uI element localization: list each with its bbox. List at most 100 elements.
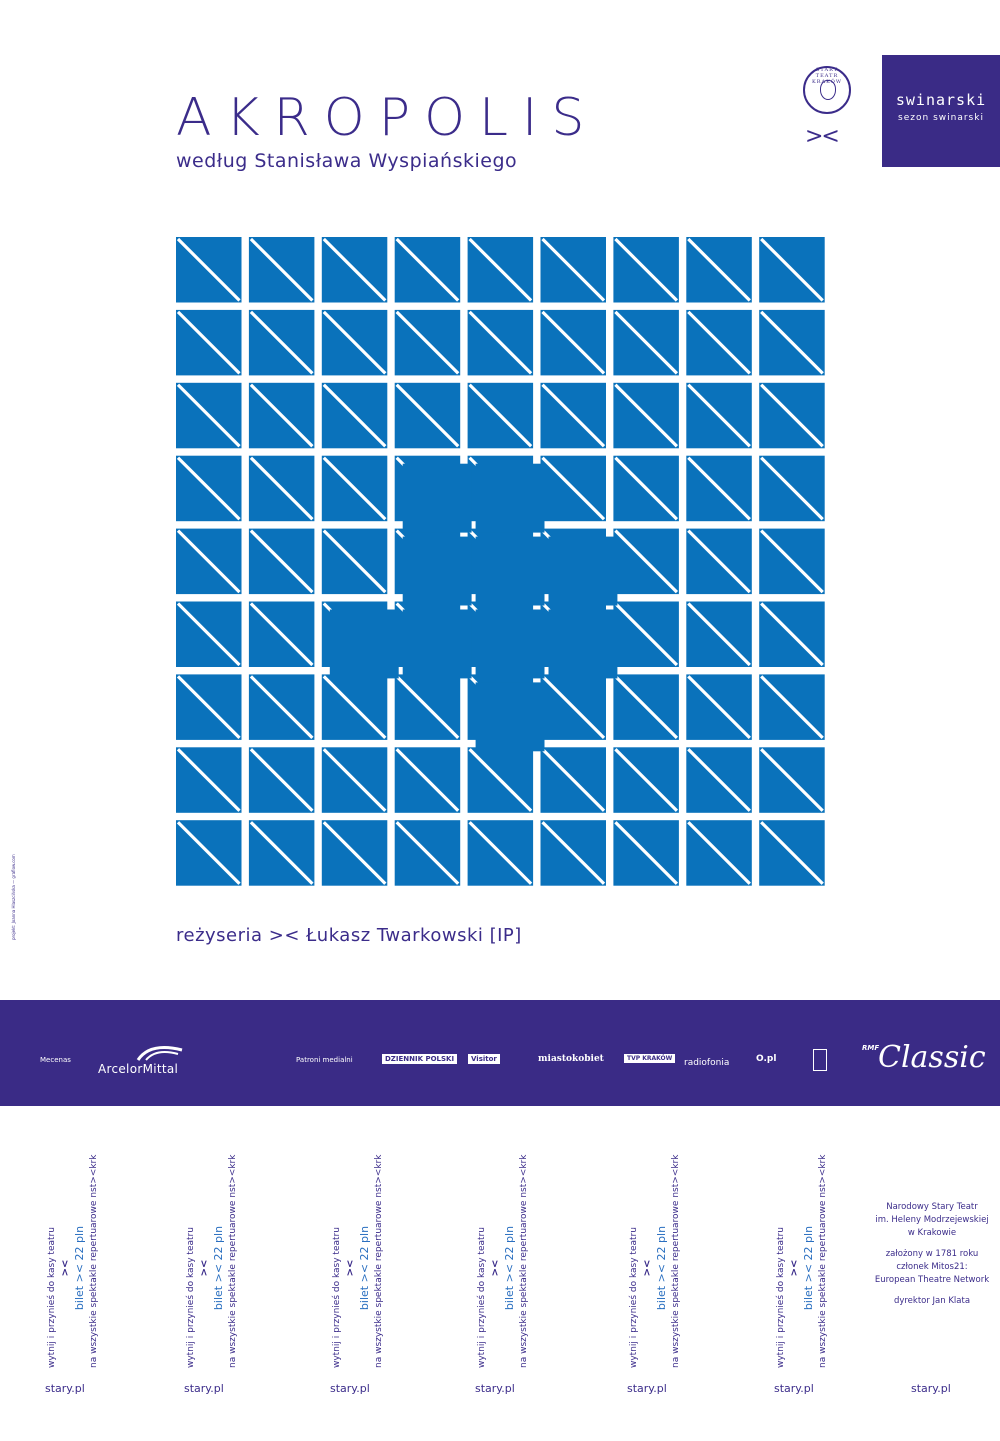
grid-tile bbox=[613, 309, 679, 376]
info-line: założony w 1781 roku bbox=[885, 1249, 979, 1259]
coupon-site-link[interactable]: stary.pl bbox=[627, 1382, 667, 1395]
cluster-block bbox=[475, 682, 545, 752]
grid-tile bbox=[540, 674, 606, 740]
grid-tile bbox=[248, 820, 315, 886]
grid-tile bbox=[321, 747, 388, 813]
info-line: European Theatre Network bbox=[874, 1275, 990, 1285]
grid-tile bbox=[686, 382, 752, 449]
cluster-block bbox=[548, 609, 618, 679]
grid-tile bbox=[540, 820, 606, 886]
grid-tile bbox=[540, 455, 606, 522]
coupon-site-link[interactable]: stary.pl bbox=[475, 1382, 515, 1395]
coupon-mark: >< bbox=[60, 1259, 71, 1277]
coupon-line-1: wytnij i przynieś do kasy teatru bbox=[47, 1227, 57, 1368]
grid-tile bbox=[759, 820, 825, 886]
grid-tile bbox=[759, 382, 825, 449]
media-icon-block bbox=[813, 1049, 827, 1071]
media-visitor: Visitor bbox=[468, 1054, 500, 1064]
info-site-link[interactable]: stary.pl bbox=[911, 1382, 951, 1395]
patron-label: Mecenas bbox=[40, 1056, 71, 1064]
coupon-line-3: na wszystkie spektakle repertuarowe nst>… bbox=[374, 1154, 384, 1368]
theatre-mark-logo: >< bbox=[805, 124, 840, 149]
triangle-tile-grid bbox=[176, 237, 825, 886]
grid-tile bbox=[176, 528, 242, 595]
ticket-coupon: wytnij i przynieś do kasy teatru >< bilet … bbox=[330, 1154, 430, 1368]
grid-tile bbox=[321, 309, 388, 376]
stary-teatr-seal-logo: STARY TEATR KRAKÓW bbox=[803, 66, 851, 114]
grid-tile bbox=[467, 309, 534, 376]
coupon-line-1: wytnij i przynieś do kasy teatru bbox=[186, 1227, 196, 1368]
coupon-price: bilet >< 22 pln bbox=[212, 1225, 225, 1311]
grid-tile bbox=[248, 237, 315, 303]
grid-tile bbox=[394, 309, 461, 376]
coupon-site-link[interactable]: stary.pl bbox=[45, 1382, 85, 1395]
cluster-block bbox=[475, 463, 545, 533]
grid-tile bbox=[321, 820, 388, 886]
grid-tile bbox=[248, 747, 315, 813]
grid-tile bbox=[613, 820, 679, 886]
coupon-site-link[interactable]: stary.pl bbox=[184, 1382, 224, 1395]
grid-tile bbox=[613, 237, 679, 303]
grid-tile bbox=[467, 747, 534, 813]
grid-tile bbox=[540, 747, 606, 813]
info-line: im. Heleny Modrzejewskiej bbox=[875, 1215, 989, 1225]
grid-tile bbox=[394, 674, 461, 740]
info-line: Narodowy Stary Teatr bbox=[886, 1202, 978, 1212]
cluster-block bbox=[548, 536, 618, 606]
grid-tile bbox=[321, 237, 388, 303]
grid-tile bbox=[613, 674, 679, 740]
grid-tile bbox=[540, 382, 606, 449]
ticket-coupon: wytnij i przynieś do kasy teatru >< bilet … bbox=[45, 1155, 145, 1368]
media-label: Patroni medialni bbox=[296, 1056, 353, 1064]
cluster-block bbox=[475, 609, 545, 679]
season-subtitle: sezon swinarski bbox=[898, 113, 984, 123]
coupon-mark: >< bbox=[642, 1259, 653, 1277]
grid-tile bbox=[394, 382, 461, 449]
ticket-coupon: wytnij i przynieś do kasy teatru >< bilet … bbox=[184, 1155, 284, 1368]
coupon-line-3: na wszystkie spektakle repertuarowe nst>… bbox=[818, 1154, 828, 1368]
grid-tile bbox=[176, 674, 242, 740]
design-credit: projekt: Joanna Hlaszcińska — graflow.co… bbox=[11, 854, 16, 940]
cluster-block bbox=[402, 463, 472, 533]
grid-tile bbox=[759, 528, 825, 595]
season-title: swinarski bbox=[895, 91, 987, 109]
grid-tile bbox=[759, 455, 825, 522]
grid-tile bbox=[686, 455, 752, 522]
media-miastokobiet: miastokobiet bbox=[538, 1054, 604, 1064]
grid-tile bbox=[176, 309, 242, 376]
coupon-line-3: na wszystkie spektakle repertuarowe nst>… bbox=[671, 1154, 681, 1368]
grid-tile bbox=[759, 309, 825, 376]
grid-tile bbox=[686, 820, 752, 886]
grid-tile bbox=[613, 528, 679, 595]
grid-tile bbox=[686, 601, 752, 667]
grid-tile bbox=[248, 382, 315, 449]
coupon-line-1: wytnij i przynieś do kasy teatru bbox=[629, 1227, 639, 1368]
grid-tile bbox=[613, 382, 679, 449]
grid-tile bbox=[686, 674, 752, 740]
arcelormittal-logo: ArcelorMittal bbox=[98, 1038, 188, 1078]
rmf-label: RMF bbox=[862, 1044, 880, 1052]
coupon-line-1: wytnij i przynieś do kasy teatru bbox=[477, 1227, 487, 1368]
grid-tile bbox=[467, 237, 534, 303]
grid-tile bbox=[759, 674, 825, 740]
sponsor-band: Mecenas ArcelorMittal Patroni medialni D… bbox=[0, 1000, 1000, 1106]
grid-tile bbox=[248, 455, 315, 522]
arcelormittal-name: ArcelorMittal bbox=[98, 1062, 179, 1076]
coupon-site-link[interactable]: stary.pl bbox=[330, 1382, 370, 1395]
coupon-site-link[interactable]: stary.pl bbox=[774, 1382, 814, 1395]
coupon-price: bilet >< 22 pln bbox=[655, 1225, 668, 1311]
coupon-price: bilet >< 22 pln bbox=[503, 1225, 516, 1311]
grid-tile bbox=[467, 820, 534, 886]
grid-tile bbox=[686, 309, 752, 376]
grid-tile bbox=[540, 237, 606, 303]
grid-tile bbox=[686, 747, 752, 813]
grid-tile bbox=[176, 820, 242, 886]
director-credit: reżyseria >< Łukasz Twarkowski [IP] bbox=[176, 925, 522, 946]
grid-tile bbox=[759, 601, 825, 667]
grid-tile bbox=[613, 455, 679, 522]
grid-tile bbox=[686, 237, 752, 303]
cluster-block bbox=[402, 609, 472, 679]
grid-tile bbox=[540, 309, 606, 376]
grid-tile bbox=[248, 528, 315, 595]
coupon-price: bilet >< 22 pln bbox=[802, 1225, 815, 1311]
